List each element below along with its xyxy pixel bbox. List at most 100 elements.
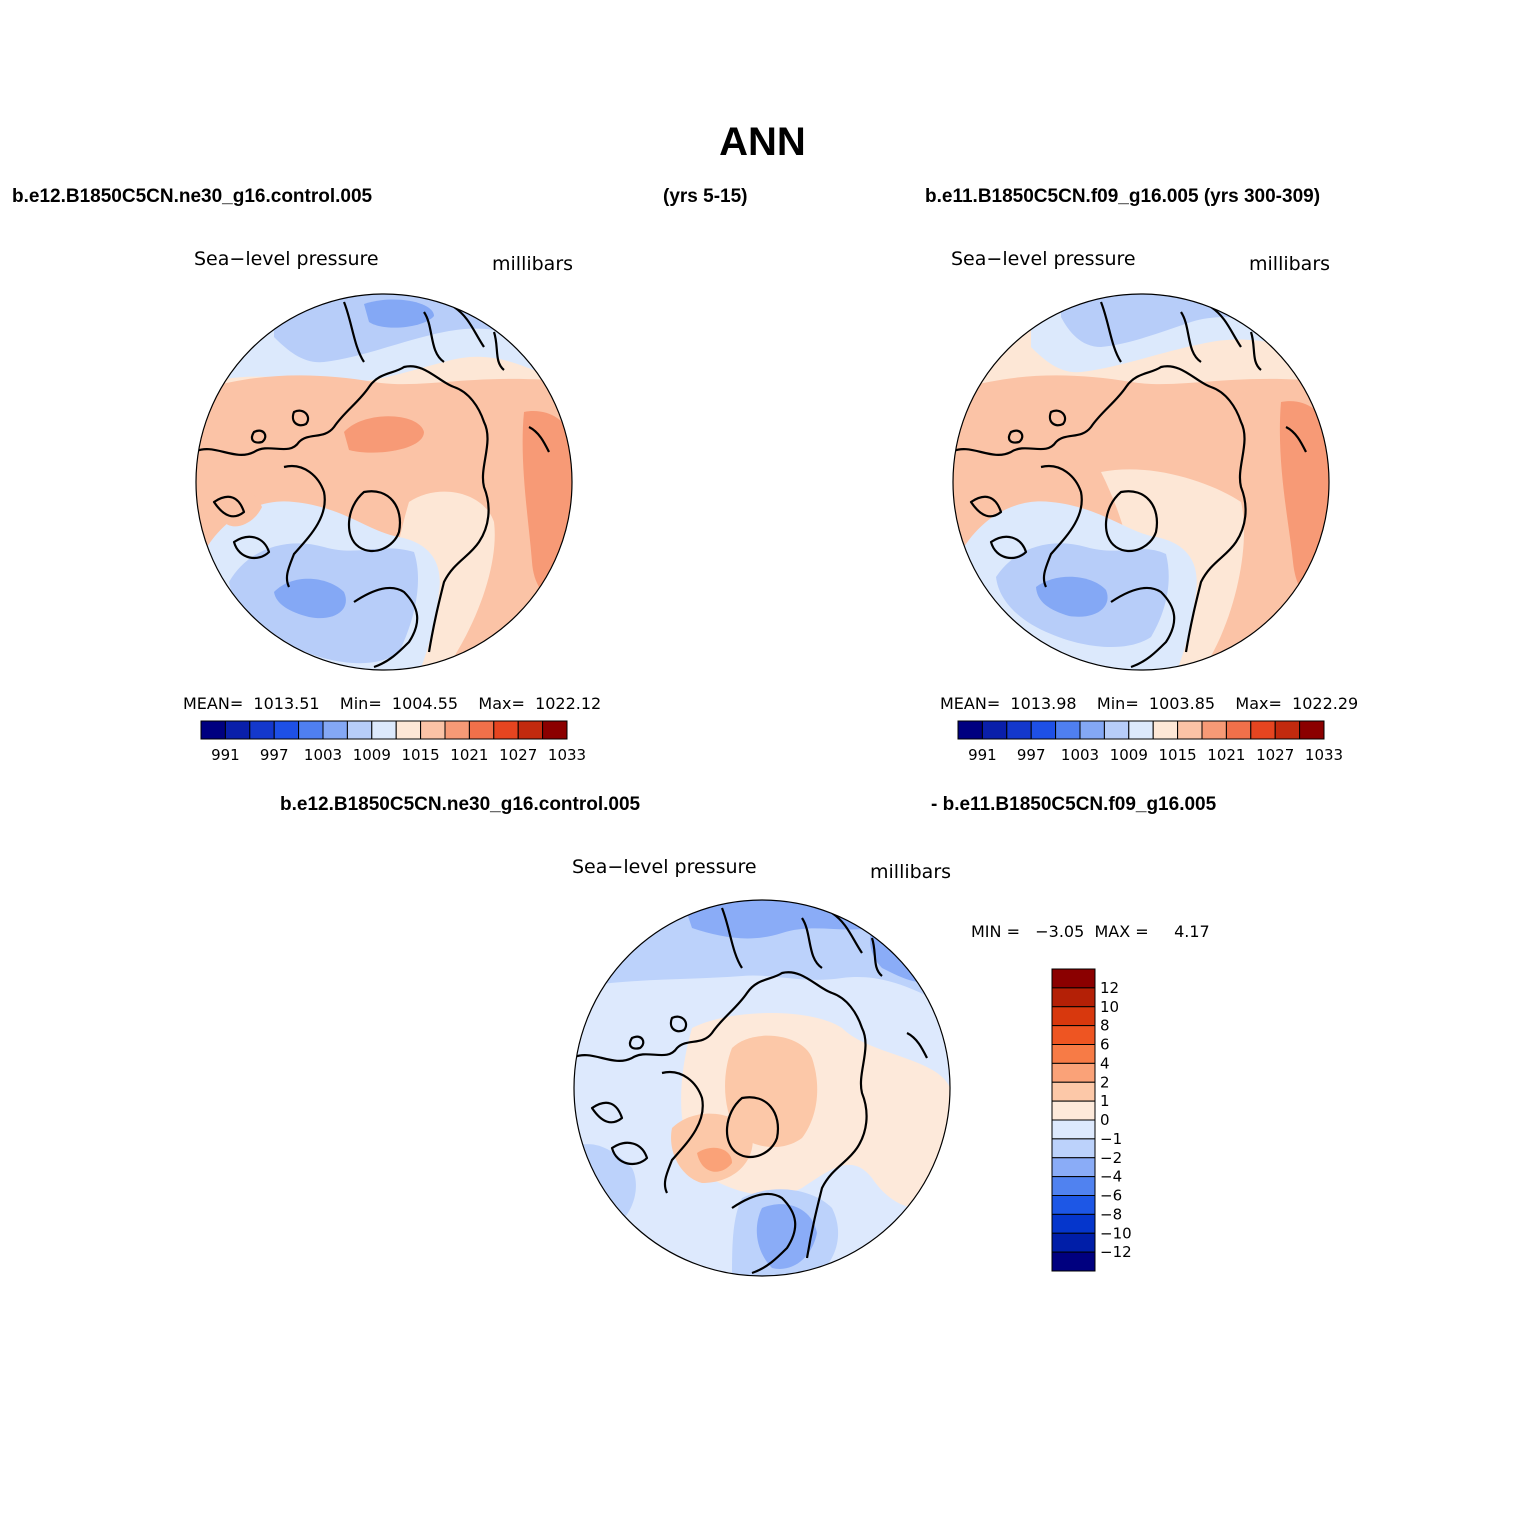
colorbar-panel2-swatch bbox=[1274, 720, 1301, 740]
panel1-mean-value: 1013.51 bbox=[253, 694, 320, 713]
panel3-stats: MIN = −3.05 MAX = 4.17 bbox=[971, 922, 1210, 941]
colorbar-panel3-tick-label: 1 bbox=[1100, 1092, 1110, 1110]
colorbar-panel3-swatch bbox=[1051, 968, 1096, 989]
colorbar-panel3-tick-label: 10 bbox=[1100, 998, 1119, 1016]
colorbar-panel2-swatch bbox=[1299, 720, 1325, 740]
colorbar-panel3-swatch bbox=[1051, 987, 1096, 1008]
map-panel2 bbox=[952, 293, 1330, 671]
map-panel1 bbox=[195, 293, 573, 671]
colorbar-panel2-swatch bbox=[1201, 720, 1227, 740]
colorbar-panel2-tick-label: 1003 bbox=[1061, 746, 1099, 764]
colorbar-panel2-tick-label: 1009 bbox=[1110, 746, 1148, 764]
colorbar-panel1-tick-label: 1015 bbox=[402, 746, 440, 764]
colorbar-panel2-tick-label: 991 bbox=[968, 746, 997, 764]
colorbar-panel1-swatch bbox=[395, 720, 422, 740]
panel1-min-value: 1004.55 bbox=[391, 694, 459, 713]
colorbar-panel2-tick-label: 997 bbox=[1017, 746, 1046, 764]
panel2-stats: MEAN= 1013.98 Min= 1003.85 Max= 1022.29 bbox=[940, 694, 1358, 713]
diff-case2-label: - b.e11.B1850C5CN.f09_g16.005 bbox=[931, 794, 1217, 815]
colorbar-panel2-swatch bbox=[1225, 720, 1252, 740]
colorbar-panel2-swatch bbox=[1152, 720, 1179, 740]
panel3-max-label: MAX = bbox=[1094, 922, 1149, 941]
colorbar-panel1-swatch bbox=[273, 720, 300, 740]
case1-years-label: (yrs 5-15) bbox=[663, 186, 748, 207]
colorbar-panel2-swatch bbox=[1103, 720, 1130, 740]
page-title: ANN bbox=[719, 120, 806, 164]
colorbar-panel1-tick-label: 997 bbox=[260, 746, 289, 764]
panel1-min-label: Min= bbox=[339, 694, 382, 713]
panel1-variable-label: Sea−level pressure bbox=[194, 248, 379, 270]
colorbar-panel1-swatch bbox=[298, 720, 324, 740]
colorbar-panel3-tick-label: −1 bbox=[1100, 1130, 1122, 1148]
panel3-units-label: millibars bbox=[870, 861, 952, 883]
colorbar-panel3-swatch bbox=[1051, 1251, 1096, 1272]
colorbar-panel3-swatch bbox=[1051, 1213, 1096, 1234]
colorbar-panel2-swatch bbox=[1128, 720, 1154, 740]
colorbar-panel1-tick-label: 1021 bbox=[450, 746, 488, 764]
colorbar-panel3-tick-label: 0 bbox=[1100, 1111, 1110, 1129]
panel1-units-label: millibars bbox=[492, 253, 574, 275]
colorbar-panel3-tick-label: −6 bbox=[1100, 1187, 1122, 1205]
colorbar-panel1-tick-label: 1003 bbox=[304, 746, 342, 764]
colorbar-panel1-tick-label: 1027 bbox=[499, 746, 537, 764]
panel2-min-value: 1003.85 bbox=[1148, 694, 1216, 713]
colorbar-panel3-swatch bbox=[1051, 1025, 1096, 1045]
colorbar-panel3-swatch bbox=[1051, 1044, 1096, 1064]
diff-case1-label: b.e12.B1850C5CN.ne30_g16.control.005 bbox=[280, 794, 641, 815]
colorbar-panel2-swatch bbox=[1177, 720, 1203, 740]
colorbar-panel3-swatch bbox=[1051, 1100, 1096, 1121]
colorbar-panel2-swatch bbox=[1055, 720, 1081, 740]
colorbar-panel3-swatch bbox=[1051, 1195, 1096, 1215]
colorbar-panel3-swatch bbox=[1051, 1232, 1096, 1253]
panel3-variable-label: Sea−level pressure bbox=[572, 856, 757, 878]
case2-label: b.e11.B1850C5CN.f09_g16.005 (yrs 300-309… bbox=[925, 186, 1321, 207]
colorbar-panel3-swatch bbox=[1051, 1157, 1096, 1178]
colorbar-panel1-tick-label: 1033 bbox=[548, 746, 586, 764]
colorbar-panel1-swatch bbox=[200, 720, 226, 740]
colorbar-panel3-tick-label: −4 bbox=[1100, 1168, 1122, 1186]
panel2-variable-label: Sea−level pressure bbox=[951, 248, 1136, 270]
colorbar-panel3-swatch bbox=[1051, 1138, 1096, 1159]
panel1-stats: MEAN= 1013.51 Min= 1004.55 Max= 1022.12 bbox=[183, 694, 601, 713]
colorbar-panel1-swatch bbox=[322, 720, 348, 740]
colorbar-panel1-swatch bbox=[249, 720, 275, 740]
colorbar-panel3-swatch bbox=[1051, 1062, 1096, 1083]
colorbar-panel3-swatch bbox=[1051, 1081, 1096, 1102]
panel1-mean-label: MEAN= bbox=[183, 694, 244, 713]
panel3-min-label: MIN = bbox=[971, 922, 1020, 941]
colorbar-panel1-tick-label: 1009 bbox=[353, 746, 391, 764]
colorbar-panel3-swatch bbox=[1051, 1006, 1096, 1027]
map-panel3-difference bbox=[573, 899, 951, 1277]
colorbar-panel2-tick-label: 1033 bbox=[1305, 746, 1343, 764]
case1-label: b.e12.B1850C5CN.ne30_g16.control.005 bbox=[12, 186, 373, 207]
colorbar-panel1-swatch bbox=[444, 720, 470, 740]
colorbar-panel2-swatch bbox=[1030, 720, 1057, 740]
panel2-units-label: millibars bbox=[1249, 253, 1331, 275]
panel1-max-label: Max= bbox=[478, 694, 525, 713]
colorbar-panel3-swatch bbox=[1051, 1119, 1096, 1140]
colorbar-panel2-swatch bbox=[981, 720, 1008, 740]
colorbar-panel1-tick-label: 991 bbox=[211, 746, 240, 764]
panel1-max-value: 1022.12 bbox=[535, 694, 602, 713]
colorbar-panel3-tick-label: 2 bbox=[1100, 1073, 1110, 1091]
colorbar-panel1-swatch bbox=[371, 720, 397, 740]
colorbar-panel2-tick-label: 1021 bbox=[1207, 746, 1245, 764]
colorbar-panel1-swatch bbox=[542, 720, 568, 740]
panel2-min-label: Min= bbox=[1096, 694, 1139, 713]
panel2-mean-value: 1013.98 bbox=[1010, 694, 1077, 713]
panel2-max-value: 1022.29 bbox=[1292, 694, 1359, 713]
colorbar-panel3-tick-label: 12 bbox=[1100, 979, 1119, 997]
colorbar-panel1-swatch bbox=[468, 720, 495, 740]
colorbar-panel1-swatch bbox=[517, 720, 544, 740]
colorbar-panel2-swatch bbox=[957, 720, 983, 740]
colorbar-panel3-tick-label: −2 bbox=[1100, 1149, 1122, 1167]
colorbar-panel2: 991 997 1003 1009 1015 1021 1027 1033 bbox=[957, 720, 1343, 764]
colorbar-panel1: 991 997 1003 1009 1015 1021 1027 1033 bbox=[200, 720, 586, 764]
colorbar-panel1-swatch bbox=[346, 720, 373, 740]
colorbar-panel2-tick-label: 1027 bbox=[1256, 746, 1294, 764]
panel2-max-label: Max= bbox=[1235, 694, 1282, 713]
colorbar-panel2-swatch bbox=[1250, 720, 1276, 740]
colorbar-panel3-tick-label: −10 bbox=[1100, 1224, 1132, 1242]
colorbar-panel1-swatch bbox=[224, 720, 251, 740]
